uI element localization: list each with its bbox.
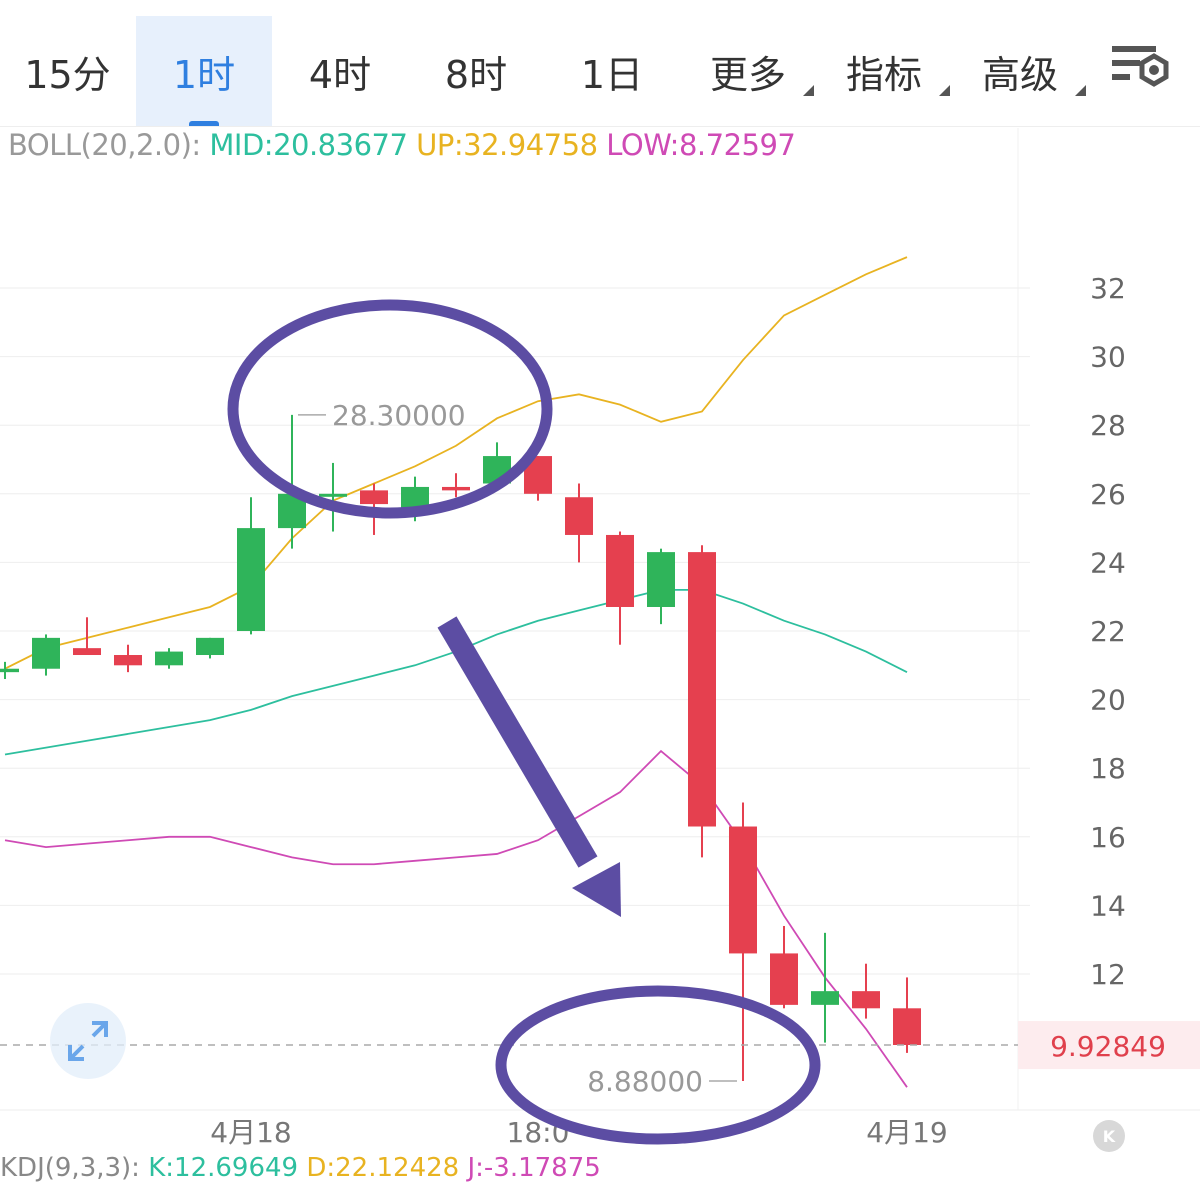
tab-label: 15分 — [24, 52, 111, 97]
tab-3[interactable]: 8时 — [408, 16, 544, 126]
candle-body — [0, 668, 19, 673]
annotation-arrow-shaft — [437, 616, 598, 868]
kdj-j-value: J:-3.17875 — [467, 1153, 601, 1183]
y-tick-label: 20 — [1090, 684, 1126, 717]
y-tick-label: 26 — [1090, 478, 1126, 511]
kdj-d-value: D:22.12428 — [306, 1153, 460, 1183]
tab-1[interactable]: 1时 — [136, 16, 272, 126]
tab-5[interactable]: 更多 — [680, 16, 816, 126]
candle-body — [729, 826, 757, 954]
y-tick-label: 12 — [1090, 958, 1126, 991]
chart-settings-icon[interactable] — [1110, 40, 1176, 100]
y-tick-label: 28 — [1090, 409, 1126, 442]
candle-body — [770, 953, 798, 1005]
tab-label: 更多 — [709, 52, 786, 97]
dropdown-triangle-icon — [939, 85, 950, 96]
tab-label: 1日 — [580, 52, 644, 97]
kdj-k-value: K:12.69649 — [148, 1153, 299, 1183]
last-price-label: 9.92849 — [1050, 1030, 1166, 1063]
x-tick-label: 4月19 — [866, 1116, 947, 1149]
max-price-label: 28.30000 — [332, 399, 466, 432]
candle-body — [811, 991, 839, 1005]
tab-label: 4时 — [308, 52, 372, 97]
y-tick-label: 14 — [1090, 889, 1126, 922]
candle-body — [73, 648, 101, 656]
y-tick-label: 22 — [1090, 615, 1126, 648]
y-tick-label: 30 — [1090, 341, 1126, 374]
boll-up-value: UP:32.94758 — [416, 128, 598, 162]
tab-label: 1时 — [172, 52, 236, 97]
boll-low-value: LOW:8.72597 — [606, 128, 796, 162]
dropdown-triangle-icon — [1075, 85, 1086, 96]
candle-body — [893, 1008, 921, 1046]
tab-label: 指标 — [845, 52, 922, 97]
tab-0[interactable]: 15分 — [0, 16, 135, 126]
candle-body — [32, 637, 60, 669]
y-tick-label: 16 — [1090, 821, 1126, 854]
candle-body — [565, 497, 593, 535]
y-tick-label: 32 — [1090, 272, 1126, 305]
boll-indicator-line: BOLL(20,2.0): MID:20.83677 UP:32.94758 L… — [8, 128, 796, 162]
boll-mid-line — [4, 588, 908, 756]
kdj-indicator-line: KDJ(9,3,3): K:12.69649 D:22.12428 J:-3.1… — [0, 1153, 601, 1183]
candle-body — [647, 552, 675, 607]
y-tick-label: 18 — [1090, 752, 1126, 785]
boll-low-line — [4, 749, 908, 1088]
annotation-circle-high — [227, 299, 553, 519]
candle-body — [606, 534, 634, 607]
tab-2[interactable]: 4时 — [272, 16, 408, 126]
annotation-arrow-head — [572, 862, 621, 917]
kdj-prefix: KDJ(9,3,3): — [0, 1153, 140, 1183]
candle-body — [852, 991, 880, 1009]
candle-body — [401, 486, 429, 508]
boll-mid-value: MID:20.83677 — [209, 128, 408, 162]
candle-body — [237, 528, 265, 631]
candle-body — [114, 655, 142, 666]
boll-prefix: BOLL(20,2.0): — [8, 128, 201, 162]
last-price-badge — [1018, 1021, 1200, 1070]
candle-body — [155, 651, 183, 666]
tab-4[interactable]: 1日 — [544, 16, 680, 126]
boll-up-line — [4, 256, 908, 670]
candle-body — [319, 493, 347, 497]
min-price-label: 8.88000 — [587, 1065, 703, 1098]
candle-body — [442, 486, 470, 491]
tab-label: 8时 — [444, 52, 508, 97]
tab-6[interactable]: 指标 — [816, 16, 952, 126]
dropdown-triangle-icon — [803, 85, 814, 96]
annotation-circle-low — [495, 985, 821, 1145]
timeframe-tabbar: 15分 1时 4时 8时 1日 更多 指标 高级 — [0, 0, 1200, 127]
x-tick-label: 4月18 — [210, 1116, 291, 1149]
candle-body — [196, 637, 224, 656]
candle-body — [360, 490, 388, 505]
candle-body — [688, 552, 716, 827]
kline-mode-icon[interactable]: K — [1093, 1120, 1125, 1152]
tab-7[interactable]: 高级 — [952, 16, 1088, 126]
expand-chart-icon[interactable] — [50, 1003, 126, 1079]
y-tick-label: 24 — [1090, 546, 1126, 579]
tab-label: 高级 — [981, 52, 1058, 97]
